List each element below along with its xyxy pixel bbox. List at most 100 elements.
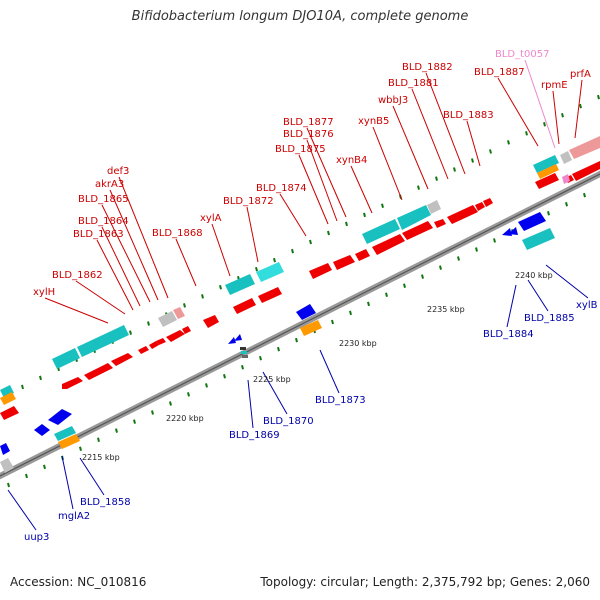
cds-feature[interactable] xyxy=(84,363,113,380)
cds-feature[interactable] xyxy=(402,221,433,240)
tick-mark xyxy=(25,473,28,479)
forward-gene-label[interactable]: akrA3 xyxy=(95,179,124,190)
cds-feature[interactable] xyxy=(309,263,332,279)
rrna-feature[interactable] xyxy=(77,325,129,357)
cds-feature[interactable] xyxy=(355,249,370,261)
grey-feature[interactable] xyxy=(427,200,441,214)
orange-feature[interactable] xyxy=(300,320,322,336)
reverse-gene-label[interactable]: BLD_1885 xyxy=(524,313,575,324)
rrna-feature[interactable] xyxy=(52,348,80,369)
cds-feature[interactable] xyxy=(0,443,10,455)
rrna-feature[interactable] xyxy=(225,274,255,295)
cds-feature[interactable] xyxy=(203,315,219,328)
reverse-gene-label[interactable]: BLD_1884 xyxy=(483,329,534,340)
forward-gene-label[interactable]: BLD_1862 xyxy=(52,270,103,281)
leader-line xyxy=(61,455,74,510)
cds-feature[interactable] xyxy=(182,326,191,334)
forward-gene-label[interactable]: BLD_1868 xyxy=(152,228,203,239)
forward-gene-label[interactable]: rpmE xyxy=(541,80,568,91)
forward-gene-label[interactable]: BLD_1881 xyxy=(388,78,439,89)
grey-feature[interactable] xyxy=(158,311,177,327)
scale-label: 2215 kbp xyxy=(82,453,120,462)
cds-feature[interactable] xyxy=(228,337,236,344)
forward-gene-label[interactable]: BLD_1877 xyxy=(283,117,334,128)
reverse-gene-label[interactable]: BLD_1858 xyxy=(80,497,131,508)
forward-gene-label[interactable]: BLD_1883 xyxy=(443,110,494,121)
cds-feature[interactable] xyxy=(572,161,600,181)
misc-feature[interactable] xyxy=(241,351,247,354)
misc-feature[interactable] xyxy=(240,347,246,350)
forward-gene-label[interactable]: BLD_1876 xyxy=(283,129,334,140)
reverse-gene-label[interactable]: xylB xyxy=(576,300,598,311)
forward-gene-label[interactable]: BLD_1864 xyxy=(78,216,129,227)
orange-feature[interactable] xyxy=(0,392,16,405)
cds-feature[interactable] xyxy=(333,255,355,270)
tick-mark xyxy=(223,374,226,379)
forward-gene-label[interactable]: BLD_1874 xyxy=(256,183,307,194)
rrna-feature[interactable] xyxy=(256,262,284,282)
rrna-feature[interactable] xyxy=(533,155,559,173)
rrna-feature[interactable] xyxy=(362,219,400,244)
forward-gene-label[interactable]: BLD_1872 xyxy=(223,196,274,207)
cds-feature[interactable] xyxy=(475,202,485,211)
trna-feature[interactable] xyxy=(562,174,570,184)
forward-gene-label[interactable]: BLD_1863 xyxy=(73,229,124,240)
cds-feature[interactable] xyxy=(138,346,149,354)
forward-gene-label[interactable]: xynB5 xyxy=(358,116,389,127)
forward-gene-label[interactable]: BLD_1882 xyxy=(402,62,453,73)
grey-feature[interactable] xyxy=(0,458,14,473)
cds-feature[interactable] xyxy=(447,205,478,224)
forward-gene-label[interactable]: xylA xyxy=(200,213,222,224)
forward-gene-label[interactable]: prfA xyxy=(570,69,591,80)
rrna-feature[interactable] xyxy=(522,228,555,250)
orange-feature[interactable] xyxy=(58,434,80,449)
misc-feature[interactable] xyxy=(569,136,600,159)
reverse-gene-label[interactable]: BLD_1869 xyxy=(229,430,280,441)
tick-mark xyxy=(115,428,118,433)
cds-feature[interactable] xyxy=(233,298,256,314)
leader-line xyxy=(411,88,449,180)
orange-feature[interactable] xyxy=(537,164,559,179)
forward-gene-label[interactable]: BLD_1875 xyxy=(275,144,326,155)
tick-mark xyxy=(39,375,42,381)
cds-feature[interactable] xyxy=(518,212,546,231)
reverse-feature-rows xyxy=(0,212,555,473)
forward-gene-label[interactable]: xynB4 xyxy=(336,155,367,166)
grey-feature[interactable] xyxy=(560,151,572,164)
leader-line xyxy=(392,105,429,190)
forward-gene-label[interactable]: wbbJ3 xyxy=(378,95,408,106)
cds-feature[interactable] xyxy=(0,406,19,420)
cds-feature[interactable] xyxy=(234,334,242,341)
reverse-gene-label[interactable]: uup3 xyxy=(24,532,49,543)
cds-feature[interactable] xyxy=(111,353,133,366)
cds-feature[interactable] xyxy=(149,341,159,349)
misc-feature[interactable] xyxy=(242,355,248,358)
cds-feature[interactable] xyxy=(156,338,166,345)
cds-feature[interactable] xyxy=(62,377,83,389)
cds-feature[interactable] xyxy=(34,424,50,436)
misc-feature[interactable] xyxy=(173,307,185,319)
forward-gene-label[interactable]: def3 xyxy=(107,166,129,177)
reverse-gene-label[interactable]: BLD_1870 xyxy=(263,416,314,427)
tick-mark xyxy=(327,230,330,236)
cds-feature[interactable] xyxy=(296,304,316,320)
reverse-gene-label[interactable]: mglA2 xyxy=(58,511,90,522)
rrna-feature[interactable] xyxy=(54,426,76,441)
cds-feature[interactable] xyxy=(434,219,446,228)
cds-feature[interactable] xyxy=(372,234,405,255)
cds-feature[interactable] xyxy=(166,330,185,342)
forward-gene-label[interactable]: BLD_1887 xyxy=(474,67,525,78)
reverse-gene-label[interactable]: BLD_1873 xyxy=(315,395,366,406)
cds-feature[interactable] xyxy=(535,173,559,189)
cds-feature[interactable] xyxy=(483,198,493,207)
cds-feature[interactable] xyxy=(258,287,282,303)
forward-gene-label[interactable]: xylH xyxy=(33,287,55,298)
forward-gene-label[interactable]: BLD_1865 xyxy=(78,194,129,205)
tick-mark xyxy=(403,283,406,288)
trna-gene-label[interactable]: BLD_t0057 xyxy=(495,49,550,60)
cds-feature[interactable] xyxy=(508,227,518,235)
tick-rows xyxy=(3,94,600,488)
rrna-feature[interactable] xyxy=(397,205,431,230)
cds-feature[interactable] xyxy=(48,409,72,425)
